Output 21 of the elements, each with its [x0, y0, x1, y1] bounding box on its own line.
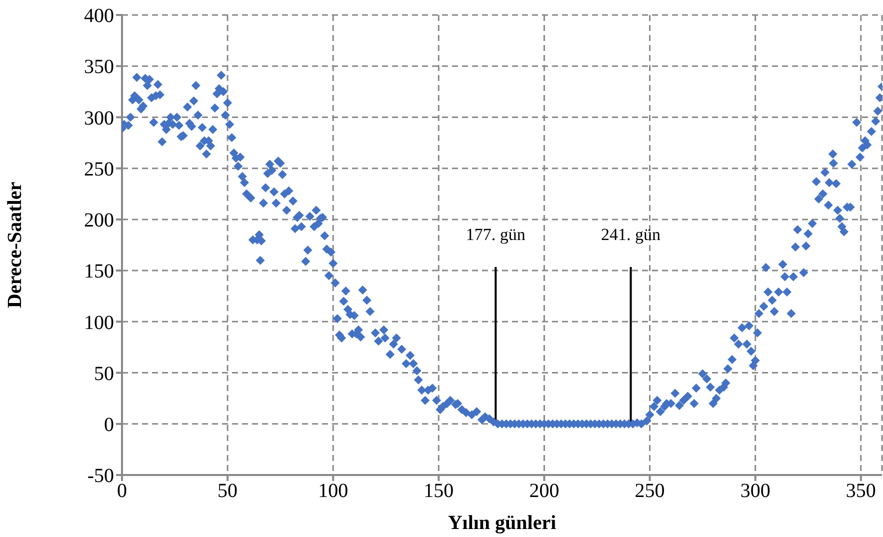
y-tick-label: 300 [84, 107, 114, 130]
y-tick-label: 50 [94, 362, 114, 385]
x-tick-label: 100 [318, 480, 348, 502]
x-tick-label: 150 [424, 480, 454, 502]
y-axis-title: Derece-Saatler [4, 182, 26, 308]
y-tick-label: 0 [104, 414, 114, 436]
ref-line-label: 177. gün [466, 225, 526, 244]
y-tick-label: 250 [84, 158, 114, 180]
x-tick-label: 350 [846, 480, 876, 502]
x-tick-label: 300 [740, 480, 770, 502]
y-tick-label: 350 [84, 56, 114, 78]
x-tick-label: 200 [529, 480, 560, 502]
y-tick-label: 150 [84, 260, 114, 283]
ref-line-label: 241. gün [601, 225, 662, 244]
x-axis-title: Yılın günleri [448, 512, 557, 534]
y-tick-label: -50 [87, 465, 114, 488]
y-tick-label: 100 [84, 312, 114, 334]
y-tick-label: 400 [84, 5, 114, 28]
y-tick-label: 200 [84, 210, 114, 232]
x-tick-label: 50 [218, 480, 238, 502]
x-tick-label: 250 [634, 480, 665, 502]
